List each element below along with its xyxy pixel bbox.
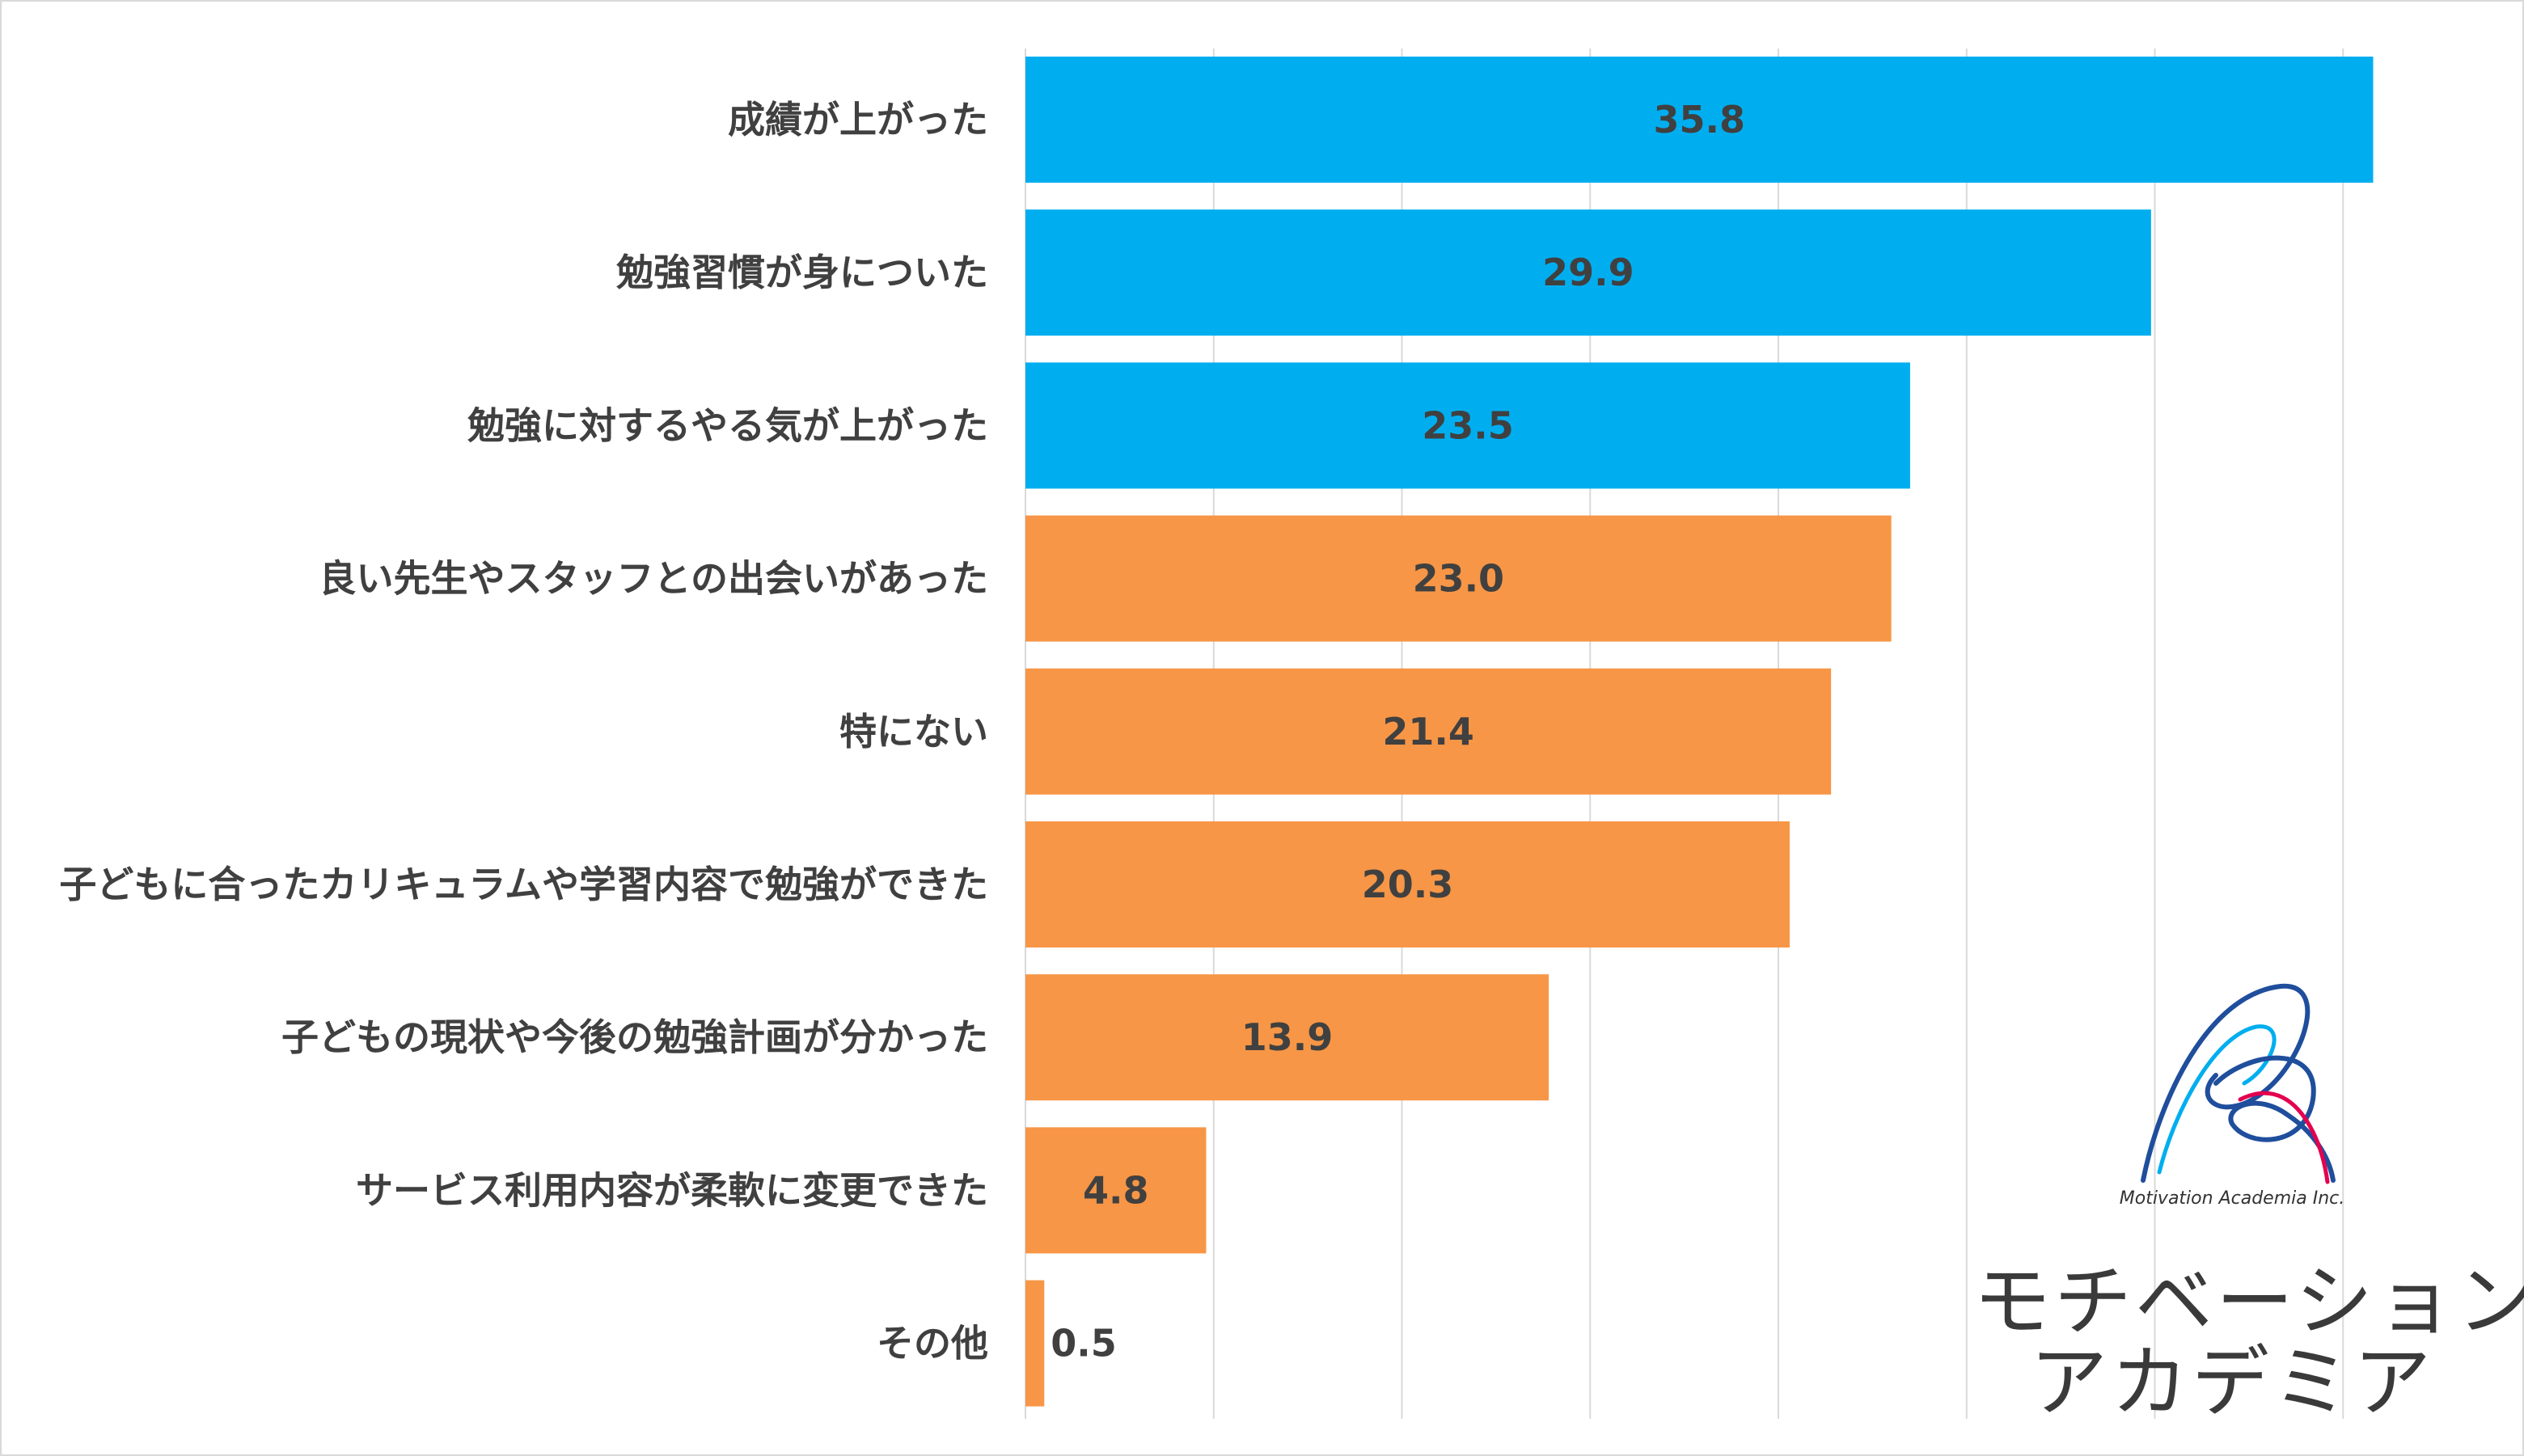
category-label-6: 子どもに合ったカリキュラムや学習内容で勉強ができた [59, 863, 988, 906]
value-label-9: 0.5 [1051, 1322, 1117, 1365]
value-label-4: 23.0 [1413, 557, 1505, 601]
bar-9 [1025, 1280, 1045, 1407]
company-logo: Motivation Academia Inc. モチベーション アカデミア [1973, 946, 2524, 1431]
bar-2 [1025, 209, 2151, 336]
bars [1025, 57, 2374, 1407]
value-label-7: 13.9 [1241, 1015, 1334, 1059]
value-label-8: 4.8 [1083, 1168, 1149, 1212]
category-label-2: 勉強習慣が身についた [616, 251, 988, 294]
bar-3 [1025, 362, 1910, 489]
category-label-3: 勉強に対するやる気が上がった [467, 403, 988, 447]
category-label-8: サービス利用内容が柔軟に変更できた [356, 1168, 988, 1212]
category-label-4: 良い先生やスタッフとの出会いがあった [319, 557, 988, 601]
logo-name: モチベーション アカデミア [1973, 1256, 2524, 1428]
value-label-2: 29.9 [1542, 251, 1634, 294]
value-label-6: 20.3 [1362, 863, 1454, 906]
category-label-1: 成績が上がった [728, 98, 988, 141]
bar-8 [1025, 1127, 1207, 1254]
category-labels: 成績が上がった勉強習慣が身についた勉強に対するやる気が上がった良い先生やスタッフ… [59, 98, 988, 1365]
logo-name-line2: アカデミア [2030, 1337, 2434, 1428]
value-label-3: 23.5 [1422, 403, 1514, 447]
category-label-7: 子どもの現状や今後の勉強計画が分かった [281, 1015, 988, 1059]
category-label-5: 特にない [839, 710, 988, 753]
bar-1 [1025, 57, 2374, 183]
logo-company-name: Motivation Academia Inc. [2119, 1188, 2345, 1209]
bar-6 [1025, 821, 1790, 947]
category-label-9: その他 [877, 1322, 988, 1365]
logo-mark-icon [2141, 983, 2336, 1184]
bar-5 [1025, 668, 1832, 795]
bar-7 [1025, 974, 1549, 1101]
value-label-5: 21.4 [1382, 710, 1474, 753]
logo-name-line1: モチベーション [1973, 1256, 2524, 1347]
value-label-1: 35.8 [1653, 98, 1745, 141]
bar-4 [1025, 515, 1892, 642]
value-labels: 35.8 29.9 23.5 23.0 21.4 20.3 13.9 4.8 0.5 [1051, 98, 1745, 1365]
